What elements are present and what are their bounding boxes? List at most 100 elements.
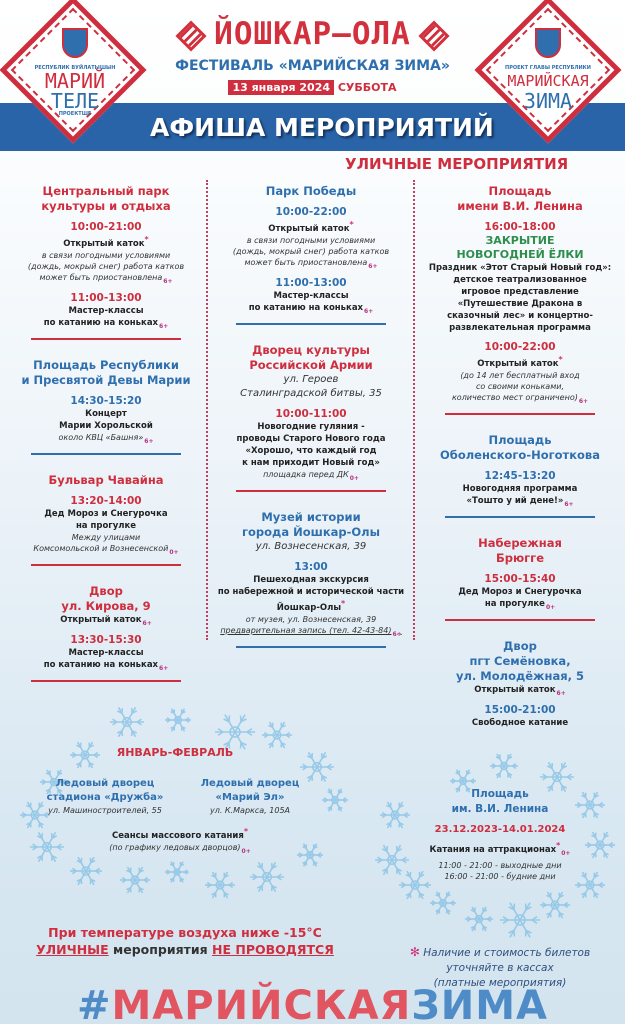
venue-title: Российской Армии — [210, 358, 412, 373]
line-text: 10:00-11:00 — [275, 408, 346, 420]
hashtag: #МАРИЙСКАЯЗИМА — [0, 986, 625, 1026]
event-note: Комсомольской и Вознесенской0+ — [8, 543, 204, 556]
event-name: игровое представление — [415, 286, 625, 298]
event-name: детское театрализованное — [415, 274, 625, 286]
warning-word: НЕ ПРОВОДЯТСЯ — [212, 942, 334, 957]
line-text: Открытый каток — [268, 224, 349, 234]
event-note: площадка перед ДК0+ — [210, 469, 412, 482]
event-name: Открытый каток6+ — [415, 684, 625, 697]
snowflake-icon — [110, 707, 144, 736]
line-text: детское театрализованное — [453, 275, 587, 285]
venue-title: Музей истории — [210, 510, 412, 525]
line-text: 11:00-13:00 — [275, 277, 346, 289]
line-text: развлекательная программа — [449, 323, 591, 333]
age-rating: 6+ — [163, 278, 172, 285]
event-name: Открытый каток* — [415, 354, 625, 370]
line-text: Открытый каток — [63, 239, 144, 249]
event-time: 13:00 — [210, 560, 412, 574]
event-name: «Тошто у ий дене!»6+ — [415, 495, 625, 508]
line-text: в связи погодными условиями — [42, 251, 170, 260]
city-title: ЙОШКАР–ОЛА — [150, 16, 475, 52]
line-text: ЗАКРЫТИЕ — [485, 234, 554, 247]
venue-address: ул. Машиностроителей, 55 — [40, 805, 170, 816]
event-name: сказочный лес» и концертно- — [415, 310, 625, 322]
event-note: (дождь, мокрый снег) работа катков — [210, 246, 412, 257]
event-time: 10:00-22:00 — [210, 205, 412, 219]
line-text: может быть приостановлена — [244, 258, 367, 267]
schedule-line: 11:00 - 21:00 - выходные дни — [395, 860, 605, 871]
snowflake-icon — [490, 754, 518, 778]
snowflake-icon — [322, 789, 348, 812]
line-text: около КВЦ «Башня» — [59, 433, 144, 442]
age-rating: 6+ — [364, 308, 373, 315]
snowflake-icon — [500, 903, 540, 938]
event-note: предварительная запись (тел. 42-43-84)6+ — [210, 625, 412, 638]
event-name: Мастер-классы — [8, 647, 204, 659]
line-text: Мастер-классы — [68, 306, 143, 316]
hashtag-red: МАРИЙСКАЯ — [112, 983, 412, 1029]
line-text: 11:00-13:00 — [70, 292, 141, 304]
note-line: уточняйте в кассах — [390, 961, 610, 976]
venue-druzhba: Ледовый дворец стадиона «Дружба» ул. Маш… — [40, 777, 170, 816]
lenin-rides: Площадь им. В.И. Ленина 23.12.2023-14.01… — [395, 787, 605, 882]
line-text: сказочный лес» и концертно- — [447, 311, 593, 321]
event-name: по катанию на коньках6+ — [8, 659, 204, 672]
event-name: НОВОГОДНЕЙ ЁЛКИ — [415, 248, 625, 262]
venue-title: Центральный парк — [8, 184, 204, 199]
line-text: 10:00-21:00 — [70, 221, 141, 233]
event-time: 12:45-13:20 — [415, 469, 625, 483]
line-text: по катанию на коньках — [249, 303, 363, 313]
event-name: по катанию на коньках6+ — [210, 302, 412, 315]
logo-mariyskaya-zima: ПРОЕКТ ГЛАВЫ РЕСПУБЛИКИ МАРИЙСКАЯ ЗИМА — [478, 28, 618, 111]
line-text: Открытый каток — [60, 615, 141, 625]
age-rating: 6+ — [144, 438, 153, 445]
warning-word: УЛИЧНЫЕ — [36, 942, 109, 957]
event-name: Новогодние гуляния - — [210, 421, 412, 433]
logo-mariy-tele: РЕСПУБЛИК ВУЙЛАТЫШЫН МАРИЙ ТЕЛЕ ПРОЕКТШЕ — [5, 28, 145, 117]
venue-address: Сталинградской битвы, 35 — [210, 387, 412, 401]
asterisk-icon: * — [350, 220, 354, 229]
divider — [445, 413, 595, 415]
venue-title: Бульвар Чавайна — [8, 473, 204, 488]
event-name: на прогулке0+ — [415, 598, 625, 611]
line-text: по катанию на коньках — [44, 318, 158, 328]
ornament-icon — [176, 20, 207, 51]
age-rating: 6+ — [557, 690, 566, 697]
line-text: Пешеходная экскурсия — [253, 575, 369, 585]
venue-title: Дворец культуры — [210, 343, 412, 358]
line-text: количество мест ограничено) — [452, 393, 578, 402]
line-text: может быть приостановлена — [39, 273, 162, 282]
snowflake-icon — [430, 892, 456, 915]
event-name: по набережной и исторической части — [210, 586, 412, 598]
venue-title: Набережная — [415, 536, 625, 551]
event-name: Открытый каток6+ — [8, 614, 204, 627]
line-text: в связи погодными условиями — [247, 236, 375, 245]
divider — [31, 564, 181, 566]
event-time: 10:00-22:00 — [415, 340, 625, 354]
line-text: «Хорошо, что каждый год — [246, 446, 377, 456]
venue-title: стадиона «Дружба» — [40, 791, 170, 805]
snowflake-icon — [297, 844, 323, 867]
age-rating: 0+ — [561, 850, 570, 857]
age-rating: 0+ — [350, 475, 359, 482]
line-text: НОВОГОДНЕЙ ЁЛКИ — [456, 248, 583, 261]
divider — [445, 516, 595, 518]
line-text: Праздник «Этот Старый Новый год»: — [429, 263, 611, 273]
venue-title: Брюгге — [415, 551, 625, 566]
asterisk-icon: * — [145, 235, 149, 244]
venue-address: ул. Вознесенская, 39 — [210, 540, 412, 554]
snowflake-icon — [250, 862, 284, 891]
hash-sign: # — [77, 983, 112, 1029]
event-name: по катанию на коньках6+ — [8, 317, 204, 330]
line-text: к нам приходит Новый год» — [242, 458, 380, 468]
